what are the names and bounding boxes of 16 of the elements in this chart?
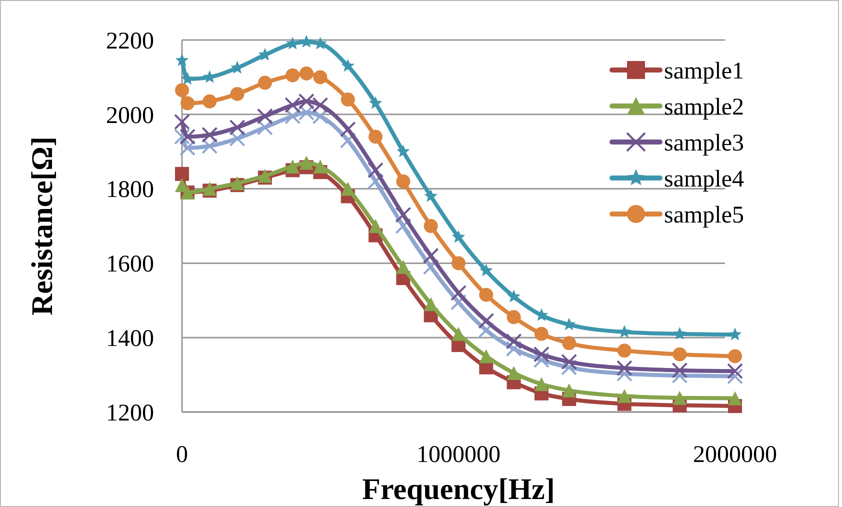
legend-label: sample3 xyxy=(664,130,744,156)
y-tick-label: 1200 xyxy=(106,400,154,426)
x-tick-label: 2000000 xyxy=(693,442,777,468)
y-tick-label: 2000 xyxy=(106,102,154,129)
y-tick-label: 1400 xyxy=(106,326,154,352)
legend-label: sample2 xyxy=(664,94,744,120)
x-tick-label: 1000000 xyxy=(416,442,500,468)
legend-label: sample1 xyxy=(664,58,744,84)
y-tick-label: 1600 xyxy=(106,252,154,278)
y-tick-label: 2200 xyxy=(106,28,154,54)
x-axis-title: Frequency[Hz] xyxy=(362,473,555,506)
y-axis-title: Resistance[Ω] xyxy=(26,136,59,316)
x-tick-label: 0 xyxy=(176,442,188,468)
legend-label: sample4 xyxy=(664,166,744,192)
y-tick-label: 1800 xyxy=(106,177,154,204)
legend-label: sample5 xyxy=(664,202,744,228)
